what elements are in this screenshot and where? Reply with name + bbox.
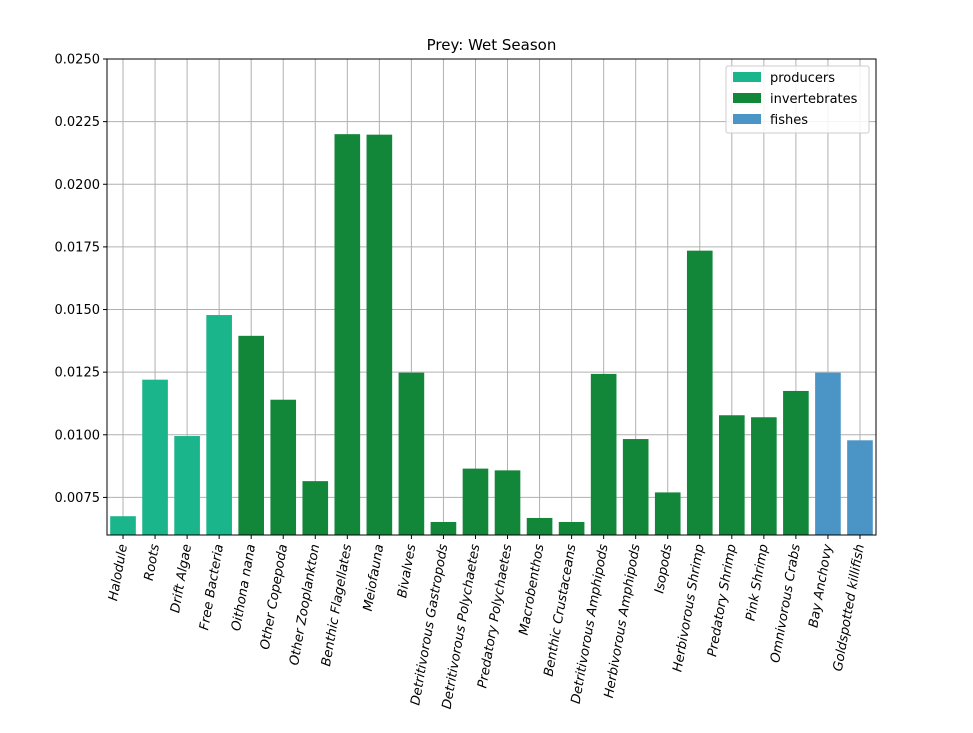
- y-tick-label: 0.0100: [55, 428, 101, 443]
- x-tick-label: Isopods: [652, 543, 675, 595]
- y-tick-label: 0.0125: [55, 366, 101, 381]
- legend-label: producers: [770, 71, 835, 86]
- bar: [110, 516, 136, 535]
- legend: producers invertebrates fishes: [725, 65, 870, 134]
- legend-label: fishes: [770, 113, 808, 128]
- bar: [847, 440, 873, 535]
- x-tick-label: Bivalves: [395, 543, 419, 599]
- x-tick-label: Meiofauna: [361, 543, 388, 612]
- y-tick-label: 0.0175: [55, 240, 101, 255]
- y-tick-label: 0.0200: [55, 178, 101, 193]
- bar: [302, 481, 329, 535]
- bar: [686, 250, 713, 535]
- bar: [270, 399, 297, 535]
- x-tick-label: Herbivorous Amphipods: [602, 543, 644, 699]
- bar: [815, 372, 841, 535]
- x-tick-label: Omnivorous Crabs: [768, 543, 804, 664]
- legend-swatch: [733, 72, 761, 82]
- bar: [174, 436, 200, 535]
- bar: [206, 315, 232, 535]
- bars: [110, 134, 873, 536]
- bar: [430, 521, 457, 535]
- y-tick-label: 0.0225: [55, 115, 101, 130]
- x-tick-label: Free Bacteria: [197, 543, 227, 631]
- y-tick-label: 0.0075: [55, 491, 101, 506]
- bar: [398, 372, 425, 535]
- bar: [526, 517, 553, 535]
- x-tick-label: Predatory Shrimp: [705, 543, 740, 658]
- x-tick-label: Goldspotted killifish: [831, 543, 868, 672]
- bar: [654, 492, 681, 535]
- x-tick-label: Macrobenthos: [517, 543, 548, 637]
- x-tick-label: Bay Anchovy: [806, 543, 836, 629]
- bar: [142, 379, 168, 535]
- y-tick-label: 0.0150: [55, 303, 101, 318]
- x-tick-label: Oithona nana: [229, 543, 259, 632]
- x-tick-label: Roots: [142, 543, 163, 582]
- legend-swatch: [733, 114, 761, 124]
- x-tick-label: Drift Algae: [168, 543, 195, 614]
- x-tick-label: Benthic Flagellates: [319, 543, 355, 668]
- bar: [590, 373, 617, 535]
- bar: [751, 417, 777, 535]
- bar: [334, 134, 361, 535]
- bar: [494, 470, 521, 535]
- x-tick-label: Pink Shrimp: [744, 543, 772, 622]
- chart-title: Prey: Wet Season: [427, 36, 557, 54]
- legend-box: [725, 65, 870, 134]
- legend-swatch: [733, 93, 761, 103]
- y-axis: 0.0075 0.0100 0.0125 0.0150 0.0175 0.0200 0.02…: [55, 53, 107, 506]
- bar: [366, 134, 393, 536]
- x-tick-label: Other Copepoda: [258, 543, 291, 651]
- x-tick-label: Halodule: [106, 543, 131, 602]
- x-tick-label: Other Zooplankton: [287, 543, 323, 666]
- bar: [718, 415, 745, 535]
- bar: [622, 439, 649, 535]
- bar: [462, 468, 489, 535]
- x-axis: Halodule Roots Drift Algae Free Bacteria Oit…: [106, 535, 868, 710]
- bar: [783, 390, 809, 535]
- x-tick-label: Herbivorous Shrimp: [670, 543, 707, 673]
- plot-frame: [106, 58, 877, 536]
- bar: [238, 335, 265, 535]
- y-tick-label: 0.0250: [55, 53, 101, 68]
- x-tick-label: Benthic Crustaceans: [541, 543, 579, 678]
- bar: [558, 521, 585, 535]
- x-tick-label: Predatory Polychaetes: [475, 543, 515, 690]
- legend-label: invertebrates: [770, 92, 858, 107]
